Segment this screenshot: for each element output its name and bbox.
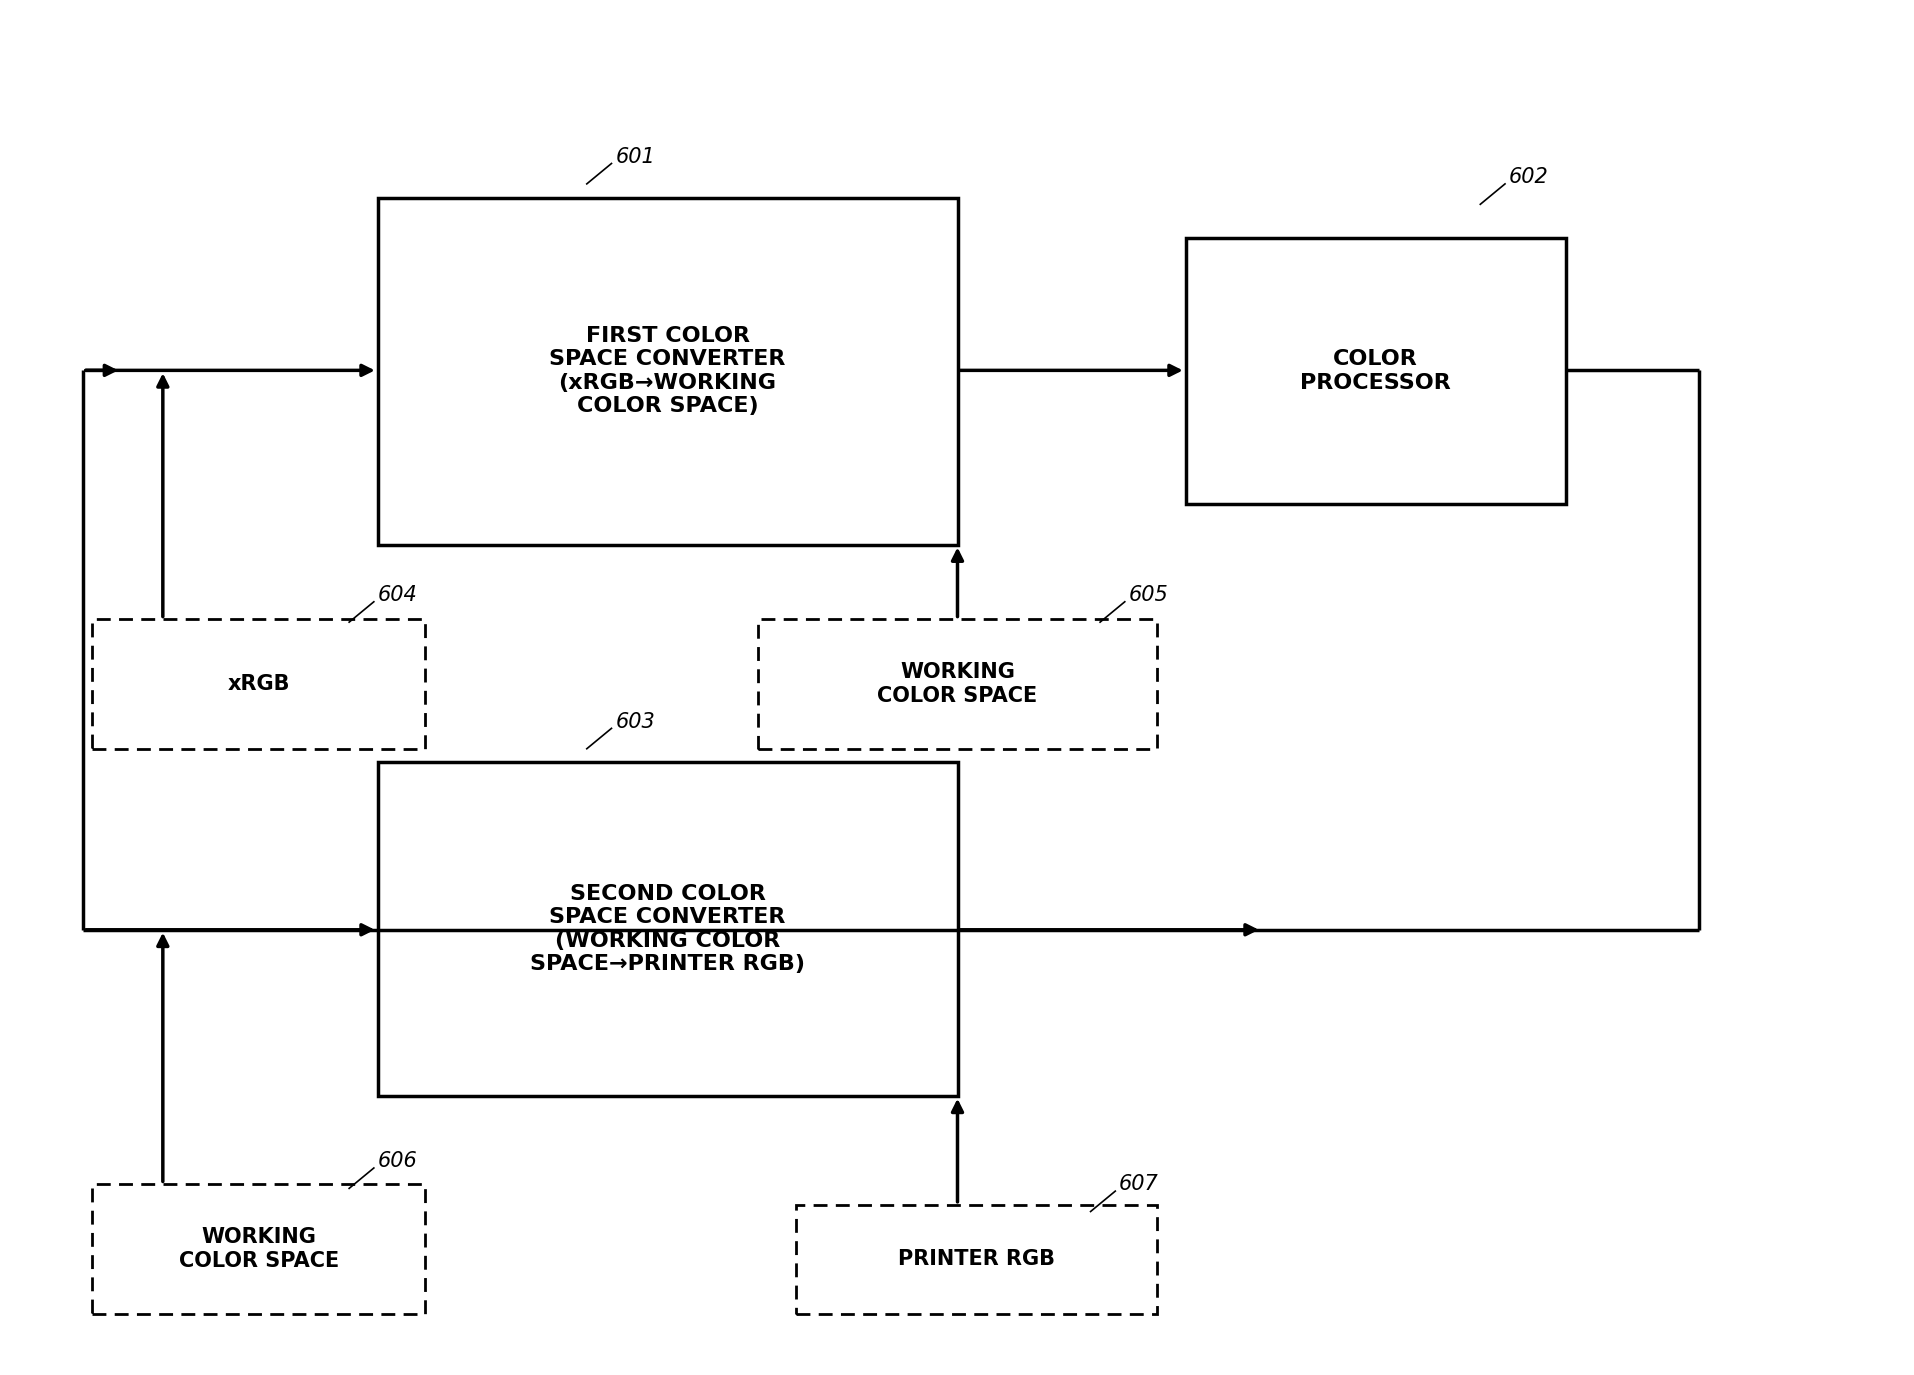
FancyBboxPatch shape	[758, 620, 1156, 749]
Text: SECOND COLOR
SPACE CONVERTER
(WORKING COLOR
SPACE→PRINTER RGB): SECOND COLOR SPACE CONVERTER (WORKING CO…	[530, 884, 804, 973]
Text: 607: 607	[1118, 1174, 1158, 1195]
FancyBboxPatch shape	[796, 1204, 1156, 1313]
Text: 605: 605	[1127, 584, 1168, 605]
Text: COLOR
PROCESSOR: COLOR PROCESSOR	[1300, 349, 1451, 393]
Text: 603: 603	[614, 711, 655, 732]
FancyBboxPatch shape	[377, 762, 957, 1096]
Text: 602: 602	[1508, 168, 1548, 187]
FancyBboxPatch shape	[1185, 238, 1566, 503]
Text: 604: 604	[377, 584, 417, 605]
Text: WORKING
COLOR SPACE: WORKING COLOR SPACE	[178, 1228, 339, 1270]
FancyBboxPatch shape	[92, 1184, 425, 1313]
Text: FIRST COLOR
SPACE CONVERTER
(xRGB→WORKING
COLOR SPACE): FIRST COLOR SPACE CONVERTER (xRGB→WORKIN…	[549, 326, 785, 415]
Text: 606: 606	[377, 1151, 417, 1172]
FancyBboxPatch shape	[92, 620, 425, 749]
FancyBboxPatch shape	[377, 198, 957, 544]
Text: xRGB: xRGB	[228, 674, 289, 694]
Text: WORKING
COLOR SPACE: WORKING COLOR SPACE	[877, 663, 1037, 705]
Text: PRINTER RGB: PRINTER RGB	[898, 1248, 1055, 1269]
Text: 601: 601	[614, 147, 655, 166]
